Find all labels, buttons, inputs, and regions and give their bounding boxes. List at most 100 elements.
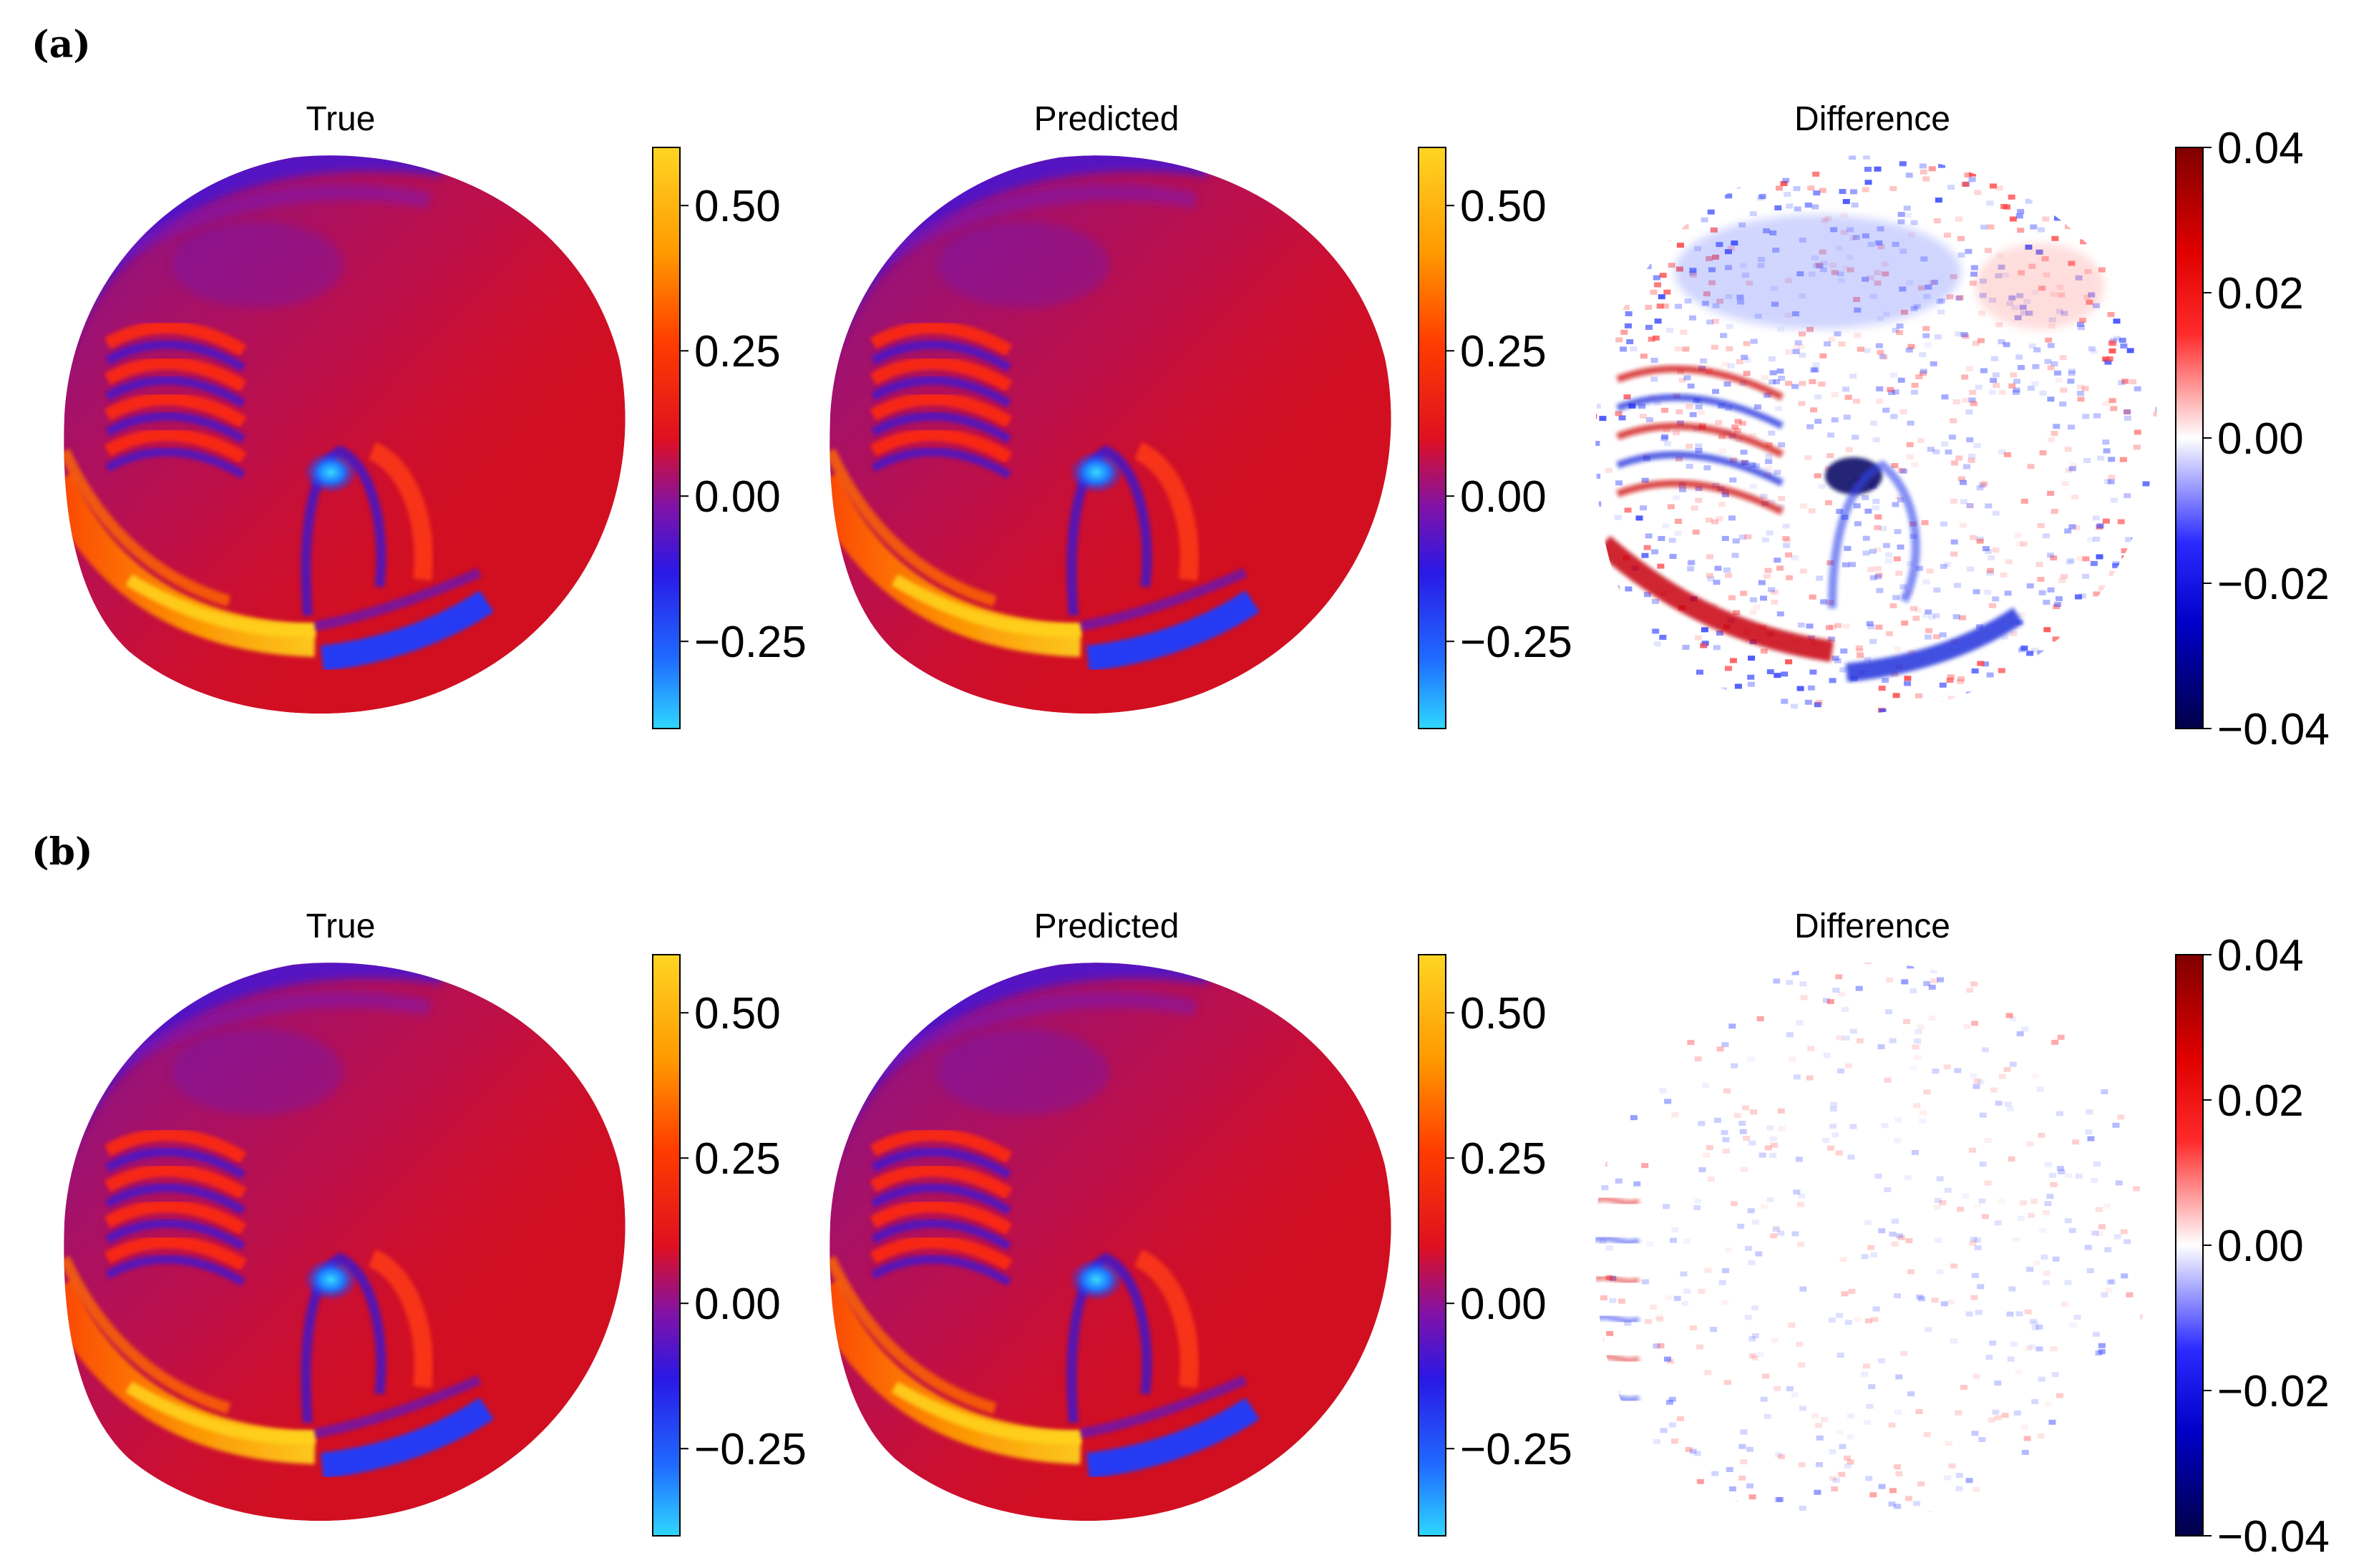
noise-blue — [1684, 298, 1692, 304]
noise-blue — [2068, 1227, 2076, 1233]
noise-blue — [2124, 709, 2131, 714]
noise-red — [1656, 1316, 1664, 1322]
noise-blue — [2071, 669, 2079, 675]
noise-red — [1915, 1408, 1923, 1414]
noise-red — [1651, 144, 1658, 149]
noise-blue — [2091, 1421, 2098, 1426]
noise-red — [1826, 625, 1834, 630]
noise-red — [1728, 595, 1736, 600]
noise-red — [1675, 409, 1683, 414]
noise-blue — [2063, 1014, 2071, 1020]
noise-red — [1967, 457, 1975, 463]
noise-red — [1650, 1304, 1658, 1310]
cold-band-outer — [313, 1375, 482, 1438]
noise-blue — [1683, 375, 1691, 381]
noise-red — [2151, 1105, 2157, 1111]
noise-red — [2126, 1292, 2134, 1297]
noise-blue — [1748, 1336, 1756, 1342]
noise-blue — [1698, 1167, 1706, 1172]
noise-red — [1663, 289, 1671, 295]
noise-red — [1628, 688, 1635, 693]
noise-blue — [2070, 1524, 2077, 1529]
noise-blue — [1831, 656, 1839, 661]
noise-red — [1655, 1315, 1663, 1320]
noise-blue — [1595, 403, 1601, 409]
noise-blue — [1968, 397, 1976, 403]
noise-blue — [1872, 505, 1879, 511]
noise-blue — [1600, 669, 1607, 675]
noise-blue — [1899, 161, 1907, 167]
noise-blue — [1599, 416, 1607, 422]
noise-blue — [1778, 442, 1786, 447]
noise-blue — [1756, 1352, 1764, 1358]
noise-blue — [2025, 198, 2033, 204]
noise-blue — [1990, 356, 1998, 361]
noise-blue — [1966, 503, 1974, 509]
noise-red — [1595, 965, 1597, 970]
noise-blue — [1831, 716, 1838, 721]
noise-red — [1771, 1142, 1779, 1148]
noise-red — [1609, 601, 1617, 607]
noise-blue — [1739, 1129, 1747, 1134]
noise-red — [2133, 444, 2141, 450]
noise-red — [2156, 522, 2157, 528]
noise-blue — [2113, 683, 2121, 688]
noise-blue — [1700, 358, 1708, 364]
noise-red — [1718, 434, 1726, 439]
noise-blue — [2018, 365, 2025, 371]
noise-blue — [1928, 615, 1936, 620]
noise-blue — [1832, 1477, 1840, 1483]
noise-blue — [1605, 274, 1612, 280]
noise-blue — [2008, 146, 2015, 151]
noise-blue — [1689, 1448, 1697, 1454]
noise-red — [1658, 155, 1665, 160]
noise-red — [1922, 176, 1930, 182]
noise-blue — [2101, 665, 2108, 671]
noise-blue — [1773, 379, 1781, 384]
noise-blue — [2093, 413, 2101, 419]
noise-blue — [1648, 668, 1656, 674]
noise-red — [2133, 1005, 2141, 1011]
noise-blue — [1918, 1296, 1926, 1302]
noise-blue — [1766, 530, 1774, 536]
inner-rim-band — [868, 991, 1197, 1079]
noise-blue — [1737, 162, 1745, 167]
noise-blue — [1879, 526, 1887, 532]
noise-blue — [2118, 194, 2126, 200]
noise-blue — [1844, 545, 1852, 551]
arch-red-lobe — [368, 442, 433, 581]
colorbar-tick-label: −0.25 — [694, 618, 807, 667]
noise-blue — [1955, 1486, 1963, 1491]
noise-blue — [2008, 676, 2016, 682]
noise-blue — [1625, 311, 1633, 316]
noise-red — [1620, 329, 1628, 335]
noise-red — [1826, 999, 1834, 1005]
noise-red — [1950, 418, 1957, 424]
noise-red — [1915, 374, 1923, 380]
noise-red — [2156, 212, 2157, 218]
noise-blue — [2052, 1256, 2060, 1262]
noise-red — [1854, 333, 1862, 339]
noise-red — [2117, 1026, 2125, 1032]
noise-red — [2008, 383, 2016, 389]
noise-blue — [2047, 587, 2055, 593]
noise-blue — [1884, 1187, 1892, 1192]
noise-red — [1872, 145, 1879, 150]
noise-blue — [1941, 441, 1949, 447]
noise-blue — [1934, 334, 1942, 340]
noise-blue — [1970, 265, 1978, 271]
noise-blue — [1818, 484, 1826, 490]
noise-blue — [1830, 1101, 1838, 1107]
noise-red — [1970, 956, 1977, 961]
noise-blue — [2059, 401, 2067, 406]
noise-blue — [1681, 1300, 1689, 1306]
colorbar-tick-label: 0.00 — [2217, 414, 2304, 464]
noise-blue — [1796, 1020, 1804, 1026]
noise-blue — [2005, 1518, 2013, 1521]
noise-red — [2124, 263, 2132, 269]
noise-red — [1784, 537, 1791, 543]
noise-red — [1984, 248, 1992, 253]
noise-blue — [2056, 1166, 2064, 1172]
noise-red — [2119, 457, 2127, 462]
